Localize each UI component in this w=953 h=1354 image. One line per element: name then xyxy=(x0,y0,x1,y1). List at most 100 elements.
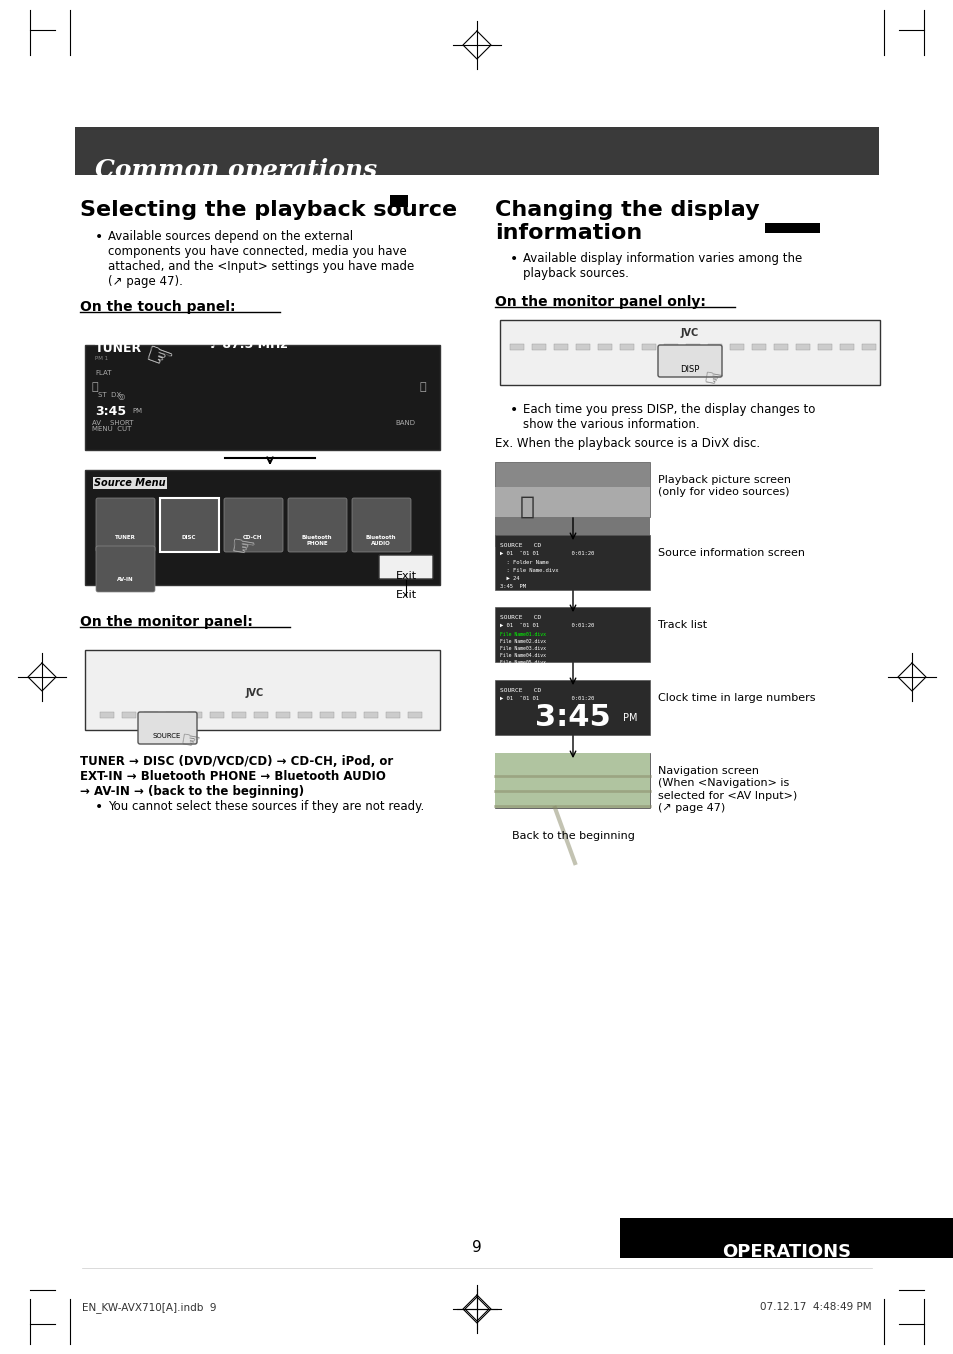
Text: •: • xyxy=(95,800,103,814)
Text: Source information screen: Source information screen xyxy=(658,548,804,558)
Text: File Name04.divx: File Name04.divx xyxy=(499,653,545,658)
Text: EN_KW-AVX710[A].indb  9: EN_KW-AVX710[A].indb 9 xyxy=(82,1303,216,1313)
Bar xyxy=(532,344,545,349)
Text: Navigation screen
(When <Navigation> is
selected for <AV Input>)
(↗ page 47): Navigation screen (When <Navigation> is … xyxy=(658,766,797,814)
Text: JVC: JVC xyxy=(246,688,264,699)
Text: ▶ 24: ▶ 24 xyxy=(499,575,519,581)
Text: On the touch panel:: On the touch panel: xyxy=(80,301,235,314)
Text: Ex. When the playback source is a DivX disc.: Ex. When the playback source is a DivX d… xyxy=(495,437,760,450)
FancyBboxPatch shape xyxy=(352,498,411,552)
Text: 3:45: 3:45 xyxy=(535,703,610,733)
Bar xyxy=(253,712,268,718)
Bar xyxy=(75,127,878,175)
Bar xyxy=(495,535,649,590)
Text: CD-CH: CD-CH xyxy=(243,535,262,540)
Bar xyxy=(319,712,334,718)
Text: SOURCE: SOURCE xyxy=(95,332,117,337)
Bar xyxy=(166,712,180,718)
Text: SOURCE   CD: SOURCE CD xyxy=(499,543,540,548)
Bar xyxy=(85,650,439,730)
Text: ▶ 01  ˆ01 01          0:01:20: ▶ 01 ˆ01 01 0:01:20 xyxy=(499,623,594,628)
Bar xyxy=(85,470,439,585)
Bar xyxy=(817,344,831,349)
Bar xyxy=(341,712,355,718)
Bar xyxy=(619,344,634,349)
Text: Bluetooth
AUDIO: Bluetooth AUDIO xyxy=(365,535,395,546)
FancyBboxPatch shape xyxy=(138,712,196,743)
Text: PM: PM xyxy=(132,408,142,414)
Text: : Folder Name: : Folder Name xyxy=(499,561,548,565)
Text: ⛱: ⛱ xyxy=(519,496,535,519)
FancyBboxPatch shape xyxy=(96,546,154,592)
Text: Each time you press DISP, the display changes to
show the various information.: Each time you press DISP, the display ch… xyxy=(522,403,815,431)
Text: ☞: ☞ xyxy=(228,532,257,563)
Bar xyxy=(707,344,721,349)
Bar xyxy=(160,498,219,552)
Bar xyxy=(795,344,809,349)
Text: ☞: ☞ xyxy=(178,730,201,753)
Bar xyxy=(495,753,649,808)
Text: DISC: DISC xyxy=(182,535,196,540)
Text: ◎: ◎ xyxy=(118,393,125,401)
Text: AV    SHORT: AV SHORT xyxy=(91,420,133,427)
Bar xyxy=(764,223,820,233)
Bar xyxy=(188,712,202,718)
FancyBboxPatch shape xyxy=(224,498,283,552)
Text: TUNER → DISC (DVD/VCD/CD) → CD-CH, iPod, or
EXT-IN → Bluetooth PHONE → Bluetooth: TUNER → DISC (DVD/VCD/CD) → CD-CH, iPod,… xyxy=(80,756,393,798)
Bar xyxy=(364,712,377,718)
Text: TUNER: TUNER xyxy=(114,535,135,540)
Bar xyxy=(598,344,612,349)
Text: File Name03.divx: File Name03.divx xyxy=(499,646,545,651)
Text: 9: 9 xyxy=(472,1240,481,1255)
FancyBboxPatch shape xyxy=(658,345,721,376)
Text: Selecting the playback source: Selecting the playback source xyxy=(80,200,456,219)
Bar xyxy=(122,712,136,718)
FancyBboxPatch shape xyxy=(378,555,433,580)
Bar xyxy=(840,344,853,349)
Text: ☞: ☞ xyxy=(140,340,175,376)
Bar xyxy=(663,344,678,349)
Text: On the monitor panel only:: On the monitor panel only: xyxy=(495,295,705,309)
Text: ⏮: ⏮ xyxy=(91,382,98,393)
Text: AV-IN: AV-IN xyxy=(116,577,133,582)
Bar xyxy=(751,344,765,349)
Bar xyxy=(390,195,408,207)
Text: •: • xyxy=(510,252,517,265)
Bar xyxy=(862,344,875,349)
Text: Track list: Track list xyxy=(658,620,706,630)
Text: Available display information varies among the
playback sources.: Available display information varies amo… xyxy=(522,252,801,280)
Text: ♪ 87.5 MHz: ♪ 87.5 MHz xyxy=(210,338,287,351)
Bar xyxy=(386,712,399,718)
Bar xyxy=(510,344,523,349)
Text: ST  DX: ST DX xyxy=(98,393,121,398)
Bar xyxy=(275,712,290,718)
Text: Exit: Exit xyxy=(395,590,416,600)
Text: SOURCE   CD: SOURCE CD xyxy=(499,688,540,693)
Text: DISP: DISP xyxy=(679,366,699,374)
Text: ▶ 01  ˆ01 01          0:01:20: ▶ 01 ˆ01 01 0:01:20 xyxy=(499,696,594,701)
Text: File Name01.divx: File Name01.divx xyxy=(499,632,545,636)
Bar xyxy=(85,345,439,450)
Bar xyxy=(100,712,113,718)
Text: SOURCE   CD: SOURCE CD xyxy=(499,615,540,620)
Text: Changing the display
information: Changing the display information xyxy=(495,200,759,244)
Bar xyxy=(495,753,649,808)
Bar xyxy=(495,487,649,517)
Text: BAND: BAND xyxy=(395,420,415,427)
Bar xyxy=(495,607,649,662)
Text: File Name05.divx: File Name05.divx xyxy=(499,659,545,665)
Bar xyxy=(576,344,589,349)
Bar xyxy=(297,712,312,718)
Bar xyxy=(408,712,421,718)
FancyBboxPatch shape xyxy=(288,498,347,552)
Text: TUNER: TUNER xyxy=(95,343,142,355)
Text: 3:45  PM: 3:45 PM xyxy=(499,584,525,589)
Bar xyxy=(495,462,649,517)
Bar xyxy=(495,680,649,735)
Text: PM: PM xyxy=(622,714,637,723)
Text: ☞: ☞ xyxy=(700,368,723,391)
Text: 3:45  PM: 3:45 PM xyxy=(499,670,525,676)
Text: Available sources depend on the external
components you have connected, media yo: Available sources depend on the external… xyxy=(108,230,414,288)
Text: 07.12.17  4:48:49 PM: 07.12.17 4:48:49 PM xyxy=(760,1303,871,1312)
Text: File Name02.divx: File Name02.divx xyxy=(499,639,545,645)
